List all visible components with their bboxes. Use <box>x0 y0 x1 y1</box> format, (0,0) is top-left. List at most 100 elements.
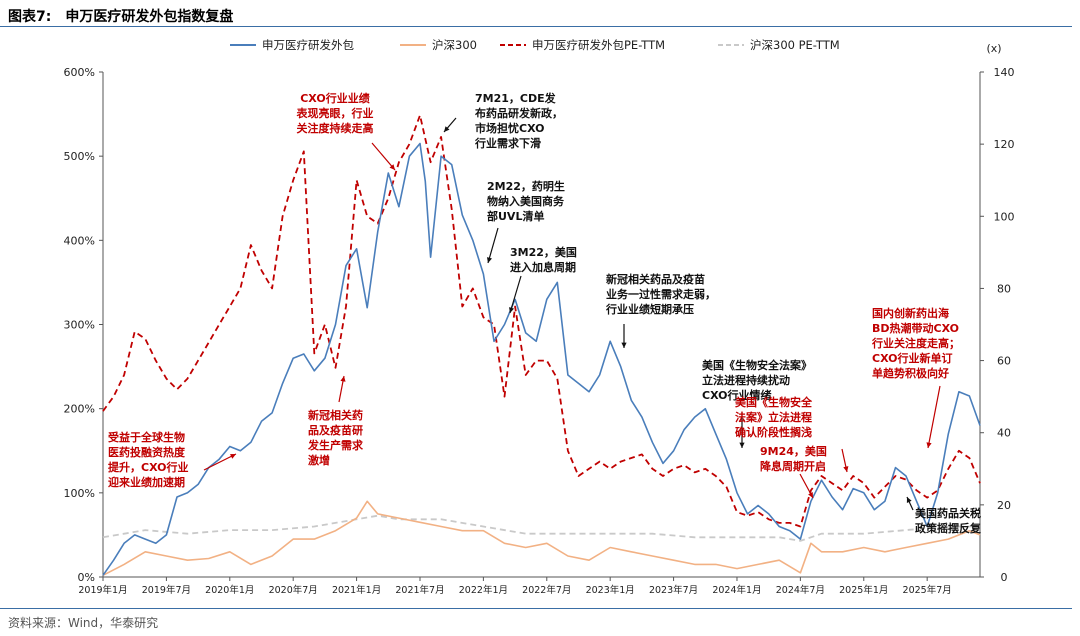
annotation-line: 7M21，CDE发 <box>475 91 557 105</box>
annotation-arrowhead <box>808 492 813 498</box>
annotation-arrow <box>927 385 941 449</box>
annotation-line: 2M22，药明生 <box>487 179 565 193</box>
annotation-line: 激增 <box>308 453 330 467</box>
series-group <box>102 114 981 577</box>
right-tick-label: 120 <box>994 138 1015 151</box>
annotation-arrowhead <box>843 466 849 472</box>
annotation-line: 发生产需求 <box>307 438 364 452</box>
right-tick-label: 140 <box>994 66 1015 79</box>
annotation-line: 市场担忧CXO <box>475 121 545 135</box>
annotation-arrow <box>487 227 499 264</box>
x-tick-label: 2021年7月 <box>395 584 444 596</box>
annotation-line: 美国《生物安全 <box>735 395 813 409</box>
source-note: 资料来源：Wind，华泰研究 <box>8 616 159 630</box>
right-tick-label: 60 <box>997 355 1011 368</box>
legend-label-0: 申万医疗研发外包 <box>262 38 354 52</box>
figure-number: 图表7: <box>8 9 52 25</box>
legend-label-2: 申万医疗研发外包PE-TTM <box>532 38 665 52</box>
right-tick-label: 80 <box>997 282 1011 295</box>
left-tick-label: 400% <box>64 234 95 247</box>
annotation-line: 国内创新药出海 <box>872 306 949 320</box>
annotation-line: 单趋势积极向好 <box>872 366 949 380</box>
annotation-line: 行业关注度走高； <box>871 336 960 350</box>
annotation-line: 关注度持续走高 <box>297 121 374 135</box>
series-line-2 <box>102 114 981 528</box>
annotation-line: 美国药品关税 <box>915 506 981 520</box>
right-tick-label: 20 <box>997 499 1011 512</box>
annotation-line: 确认阶段性搁浅 <box>735 425 812 439</box>
annotation-arrowhead <box>926 442 932 448</box>
annotation-arrow <box>203 453 237 471</box>
annotation-line: 进入加息周期 <box>510 260 576 274</box>
annotation-line: 提升，CXO行业 <box>108 460 189 474</box>
series-line-0 <box>102 142 981 576</box>
x-tick-label: 2025年1月 <box>839 584 888 596</box>
annotation-line: 受益于全球生物 <box>108 430 185 444</box>
annotation-line: 立法进程持续扰动 <box>702 373 790 387</box>
annotation-arrowhead <box>509 307 515 313</box>
annotation-line: 布药品研发新政， <box>475 106 563 120</box>
annotation-arrowhead <box>230 454 236 459</box>
x-tick-label: 2025年7月 <box>903 584 952 596</box>
x-tick-label: 2022年1月 <box>459 584 508 596</box>
legend-label-1: 沪深300 <box>432 38 477 52</box>
annotation-arrowhead <box>739 442 745 448</box>
x-tick-label: 2019年7月 <box>142 584 191 596</box>
annotation-line: 医药投融资热度 <box>108 445 186 459</box>
right-tick-label: 40 <box>997 427 1011 440</box>
annotation-arrowhead <box>906 497 912 503</box>
annotation-line: 法案》立法进程 <box>735 410 812 424</box>
left-tick-label: 500% <box>64 150 95 163</box>
x-tick-label: 2024年1月 <box>712 584 761 596</box>
right-axis-unit: (x) <box>986 42 1001 55</box>
annotation-line: CXO行业情绪 <box>702 388 772 402</box>
top-rule <box>0 26 1072 27</box>
annotation-arrow <box>509 275 522 314</box>
annotation-line: 品及疫苗研 <box>308 423 363 437</box>
annotation-line: 行业需求下滑 <box>474 136 541 150</box>
x-tick-label: 2023年7月 <box>649 584 698 596</box>
annotation-line: 业务一过性需求走弱， <box>606 287 716 301</box>
x-tick-label: 2019年1月 <box>78 584 127 596</box>
right-tick-label: 100 <box>994 210 1015 223</box>
x-tick-label: 2023年1月 <box>586 584 635 596</box>
left-tick-label: 600% <box>64 66 95 79</box>
annotation-line: 部UVL清单 <box>487 209 544 223</box>
annotation-line: 行业业绩短期承压 <box>605 302 694 316</box>
figure-title: 图表7: 申万医疗研发外包指数复盘 <box>8 6 233 26</box>
annotation-line: 迎来业绩加速期 <box>108 475 185 489</box>
left-tick-label: 200% <box>64 403 95 416</box>
x-tick-label: 2020年1月 <box>205 584 254 596</box>
legend: 申万医疗研发外包 沪深300 申万医疗研发外包PE-TTM 沪深300 PE-TTM <box>230 38 840 52</box>
annotation-arrowhead <box>389 164 395 170</box>
bottom-rule <box>0 608 1072 609</box>
annotation-line: 新冠相关药品及疫苗 <box>606 272 705 286</box>
annotation-arrow <box>371 142 396 171</box>
line-chart: 0% 100% 200% 300% 400% 500% 600% 0 20 40 60 80 100 12… <box>64 38 1015 596</box>
x-tick-label: 2020年7月 <box>269 584 318 596</box>
left-tick-label: 100% <box>64 487 95 500</box>
annotation-line: 3M22，美国 <box>510 245 577 259</box>
annotation-line: 新冠相关药 <box>308 408 363 422</box>
annotation-line: 降息周期开启 <box>760 459 826 473</box>
x-tick-label: 2021年1月 <box>332 584 381 596</box>
left-tick-label: 0% <box>78 571 95 584</box>
annotation-line: CXO行业新单订 <box>872 351 953 365</box>
annotation-arrowhead <box>444 126 450 132</box>
annotation-line: CXO行业业绩 <box>300 91 370 105</box>
right-tick-label: 0 <box>1001 571 1008 584</box>
series-line-3 <box>102 514 980 542</box>
annotation-line: 物纳入美国商务 <box>487 194 565 208</box>
